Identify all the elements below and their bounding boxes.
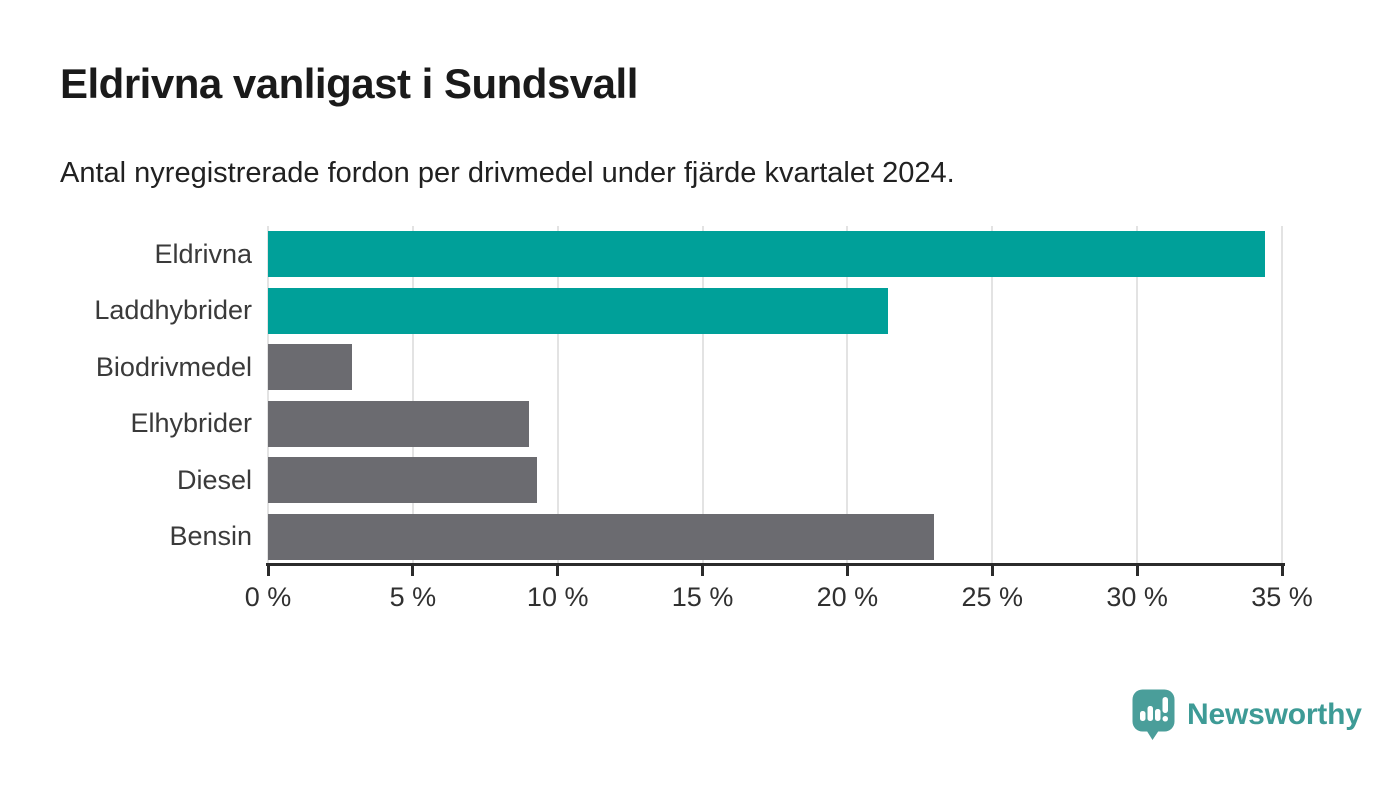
gridline-20-percent xyxy=(846,226,849,565)
x-axis-tick xyxy=(1135,566,1139,576)
gridline-15-percent xyxy=(701,226,704,565)
x-axis-tick-label: 0 % xyxy=(244,582,292,612)
newsworthy-logo: Newsworthy xyxy=(1131,688,1362,741)
bar-row xyxy=(268,226,1282,283)
x-axis-tick xyxy=(1280,566,1284,576)
y-axis-label-laddhybrider: Laddhybrider xyxy=(94,295,252,326)
x-axis-tick-label: 10 % xyxy=(526,582,589,612)
x-axis-tick-label: 20 % xyxy=(816,582,879,612)
chart-subtitle: Antal nyregistrerade fordon per drivmede… xyxy=(60,157,955,189)
y-axis-labels: Eldrivna Laddhybrider Biodrivmedel Elhybrid… xyxy=(0,226,252,565)
gridline-35-percent xyxy=(1281,226,1283,565)
newsworthy-logo-text: Newsworthy xyxy=(1187,697,1362,731)
y-axis-label-biodrivmedel: Biodrivmedel xyxy=(95,351,252,382)
gridline-30-percent xyxy=(1136,226,1139,565)
gridline-25-percent xyxy=(991,226,994,565)
x-axis-line xyxy=(266,563,1285,566)
bar-eldrivna xyxy=(268,231,1265,278)
x-axis-tick xyxy=(845,566,849,576)
y-axis-label-bensin: Bensin xyxy=(169,521,252,552)
x-axis-tick xyxy=(556,566,560,576)
y-axis-label-elhybrider: Elhybrider xyxy=(130,408,252,439)
x-axis-tick xyxy=(701,566,705,576)
y-axis-label-eldrivna: Eldrivna xyxy=(154,238,252,269)
bar-elhybrider xyxy=(268,400,529,447)
x-axis-tick-label: 5 % xyxy=(389,582,437,612)
bar-row xyxy=(268,452,1282,509)
bar-bensin xyxy=(268,513,935,560)
speech-bubble-bar-chart-icon xyxy=(1132,689,1175,740)
gridline-0-percent xyxy=(267,226,269,565)
y-axis-label-diesel: Diesel xyxy=(176,464,252,495)
x-axis-tick-label: 30 % xyxy=(1106,582,1168,612)
x-axis-tick-label: 25 % xyxy=(961,582,1024,612)
bar-row xyxy=(268,396,1282,453)
gridline-10-percent xyxy=(556,226,559,565)
bar-diesel xyxy=(268,457,538,504)
x-axis-tick-label: 35 % xyxy=(1251,582,1313,612)
bar-row xyxy=(268,283,1282,340)
bar-laddhybrider xyxy=(268,287,888,334)
plot-area xyxy=(267,226,1283,566)
gridline-5-percent xyxy=(411,226,414,565)
bar-row xyxy=(268,339,1282,396)
x-axis-tick xyxy=(411,566,415,576)
chart-title: Eldrivna vanligast i Sundsvall xyxy=(60,60,638,107)
bar-biodrivmedel xyxy=(268,344,353,391)
bar-row xyxy=(268,509,1282,566)
x-axis-tick xyxy=(990,566,994,576)
x-axis-tick xyxy=(266,566,270,576)
x-axis-tick-label: 15 % xyxy=(671,582,734,612)
